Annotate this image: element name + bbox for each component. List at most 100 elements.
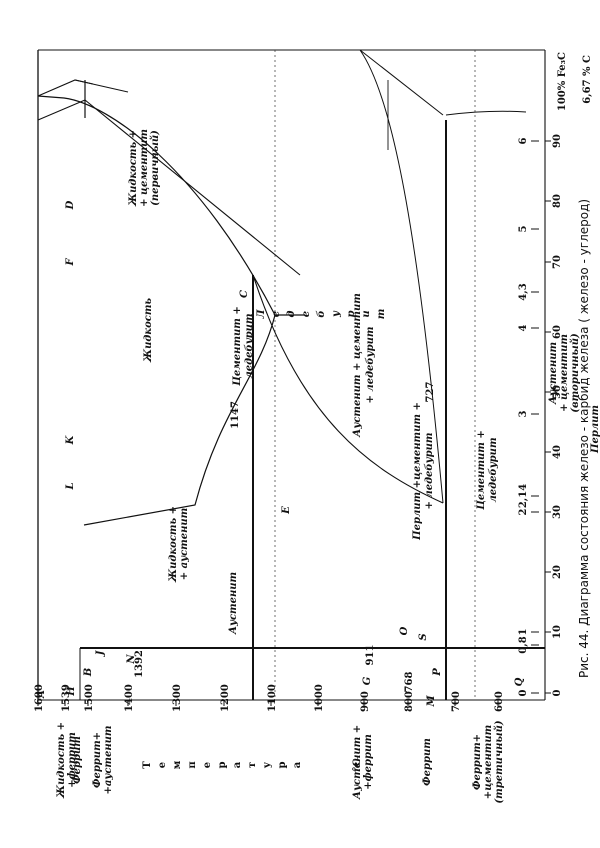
line-gp xyxy=(359,49,444,116)
region-cementite-ledeburite-2-line-2: ледебурит xyxy=(488,437,499,502)
region-liquid-austenite-line-2: + аустенит xyxy=(179,508,190,581)
fe3c-tick-label: 10 xyxy=(552,625,563,639)
c-tick-label: 2 xyxy=(518,508,529,515)
point-f: F xyxy=(65,258,76,267)
point-c: C xyxy=(239,290,250,298)
point-g: G xyxy=(362,676,373,685)
point-value-g: 911 xyxy=(365,645,376,666)
point-e: E xyxy=(281,506,292,515)
a3-line-gos xyxy=(359,49,444,504)
c-tick-label: 0,8 xyxy=(518,636,529,653)
temp-title-letter: р xyxy=(277,762,288,769)
temp-tick-label: 1000 xyxy=(314,684,325,712)
point-l: L xyxy=(65,482,76,490)
region-cementite-ledeburite-2-line-1: Цементит + xyxy=(476,430,487,510)
temp-tick-label: 1600 xyxy=(34,684,45,712)
region-ledeburite-letter: д xyxy=(286,310,297,317)
region-ledeburite-letter: р xyxy=(346,311,357,318)
temp-tick-label: 1400 xyxy=(124,684,135,712)
region-ledeburite-letter: е xyxy=(301,311,312,317)
region-pearlite-cementite-ledeburite-line-1: Перлит +цементит + xyxy=(412,402,423,541)
fe3c-tick-label: 50 xyxy=(552,385,563,399)
temp-title-letter: а xyxy=(232,761,243,768)
point-b: B xyxy=(83,668,94,677)
x-axis-c-end-label: 6,67 % C xyxy=(582,55,593,104)
region-ferrite-top: Феррит xyxy=(72,736,83,784)
region-ferrite-tertiary-cementite-line-1: Феррит+ xyxy=(472,734,483,790)
point-q: Q xyxy=(514,677,525,686)
temp-unit: °C xyxy=(352,758,363,771)
region-ferrite-austenite-line-2: +аустенит xyxy=(103,725,114,794)
line-hn xyxy=(74,79,129,93)
region-cementite-ledeburite-1-line-2: ледебурит xyxy=(244,313,255,378)
region-austenite-cementite-ledeburite-line-2: + ледебурит xyxy=(365,327,376,404)
fe3c-tick-label: 90 xyxy=(552,134,563,148)
region-austenite-secondary-cementite-line-2: + цементит xyxy=(559,334,570,412)
region-liquid-ferrite-line-2: +феррит xyxy=(67,732,78,788)
point-m: M xyxy=(426,695,437,708)
temp-tick-label: 600 xyxy=(494,691,505,712)
temp-tick-label: 1100 xyxy=(267,684,278,712)
region-liquid-ferrite-line-1: Жидкость + xyxy=(56,722,67,799)
c-tick-label: 0 xyxy=(518,689,529,696)
eutectoid-temp-label: 727 xyxy=(425,382,436,403)
point-s: S xyxy=(418,633,429,640)
region-liquid: Жидкость xyxy=(143,298,154,363)
temp-title-letter: е xyxy=(157,762,168,768)
liquidus-cd xyxy=(83,314,276,526)
fe3c-tick-label: 80 xyxy=(552,194,563,208)
fe3c-tick-label: 70 xyxy=(552,255,563,269)
region-ledeburite-letter: б xyxy=(316,310,327,317)
temp-title-letter: п xyxy=(187,761,198,768)
region-liquid-cementite-line-1: Жидкость + xyxy=(128,130,139,207)
point-o: O xyxy=(399,626,410,635)
c-tick-label: 1 xyxy=(518,629,529,636)
point-a: A xyxy=(36,690,47,699)
temp-tick-label: 800 xyxy=(404,691,415,712)
region-austenite: Аустенит xyxy=(228,572,239,635)
c-tick-label: 4,3 xyxy=(518,283,529,300)
region-austenite-ferrite-bottom-line-2: +феррит xyxy=(363,734,374,790)
temp-title-letter: т xyxy=(247,762,258,768)
region-austenite-secondary-cementite-line-3: (вторичный) xyxy=(570,333,581,413)
acm-line-es xyxy=(252,274,444,504)
region-ledeburite-letter: Л xyxy=(256,308,267,319)
line-nj xyxy=(37,99,86,121)
fe3c-tick-label: 30 xyxy=(552,505,563,519)
composition-axes: 0 10 20 30 40 50 60 70 80 90 0 0,81 22,14 3 4 4,3 5 6 xyxy=(518,50,563,700)
phase-lines xyxy=(37,49,545,700)
region-austenite-cementite-ledeburite-line-1: Аустенит + цементит xyxy=(352,293,363,438)
c-tick-label: 4 xyxy=(518,324,529,331)
c-tick-label: 2,14 xyxy=(518,484,529,508)
temp-tick-label: 1500 xyxy=(84,684,95,712)
c-tick-label: 6 xyxy=(518,137,529,144)
x-axis-fe3c-end-label: 100% Fe₃C xyxy=(557,52,568,111)
point-labels: A BH J N D F C E G O S P Q K L M 1392 911 768 1147 727 xyxy=(36,200,525,707)
region-ledeburite-letter: т xyxy=(376,309,387,320)
point-h: H xyxy=(66,686,77,697)
liquidus-abc xyxy=(37,95,305,316)
region-liquid-cementite-line-2: + цементит xyxy=(139,129,150,207)
point-n: N xyxy=(126,654,137,665)
region-ferrite-bottom: Феррит xyxy=(422,738,433,786)
fe3c-tick-label: 0 xyxy=(552,689,563,696)
region-liquid-cementite-line-3: (первичный) xyxy=(150,130,161,206)
region-liquid-austenite-line-1: Жидкость + xyxy=(168,506,179,583)
point-value-o: 768 xyxy=(404,672,415,693)
point-p: P xyxy=(432,668,443,677)
region-ferrite-austenite-line-1: Феррит+ xyxy=(92,732,103,788)
region-pearlite: Перлит xyxy=(590,405,600,454)
temp-title-letter: у xyxy=(262,761,273,768)
temp-tick-label: 900 xyxy=(360,691,371,712)
composition-guides xyxy=(274,50,476,700)
solidus-je xyxy=(84,99,301,276)
temp-title-letter: м xyxy=(172,760,183,769)
region-pearlite-cementite-ledeburite-line-2: + ледебурит xyxy=(424,433,435,510)
point-value-n: 1392 xyxy=(134,650,145,678)
point-j: J xyxy=(95,649,106,657)
temp-tick-label: 700 xyxy=(451,691,462,712)
temp-title-letter: р xyxy=(217,762,228,769)
temperature-axis: 1600 1539 1500 1400 1300 1200 1100 1000 900 800 70… xyxy=(34,49,593,771)
